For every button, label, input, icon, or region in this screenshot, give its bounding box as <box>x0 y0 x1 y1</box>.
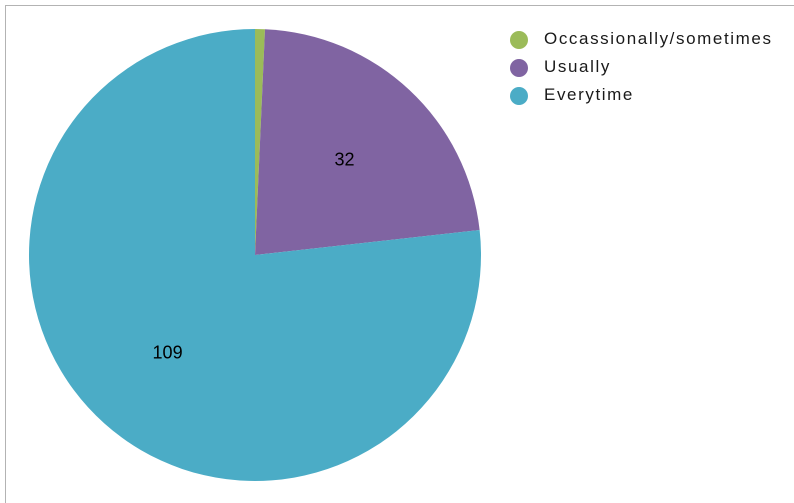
pie-slice-everytime <box>28 29 481 482</box>
data-label-usually: 32 <box>335 149 355 169</box>
legend-item-usually: Usually <box>510 56 790 78</box>
legend-marker-everytime <box>510 87 528 105</box>
legend-marker-occasionally <box>510 31 528 49</box>
legend-label-everytime: Everytime <box>544 85 634 104</box>
legend-label-usually: Usually <box>544 57 611 76</box>
legend-label-occasionally: Occassionally/sometimes <box>544 29 773 48</box>
data-label-everytime: 109 <box>153 343 183 363</box>
pie-slices <box>28 29 481 482</box>
pie-slice-occasionally <box>255 29 265 255</box>
legend-item-occasionally: Occassionally/sometimes <box>510 28 790 50</box>
pie-data-labels: 32 109 <box>153 149 355 362</box>
chart-frame <box>5 5 794 503</box>
legend-marker-usually <box>510 59 528 77</box>
legend-item-everytime: Everytime <box>510 84 790 106</box>
legend: Occassionally/sometimes Usually Everytim… <box>510 28 790 112</box>
pie-slice-usually <box>255 29 480 255</box>
